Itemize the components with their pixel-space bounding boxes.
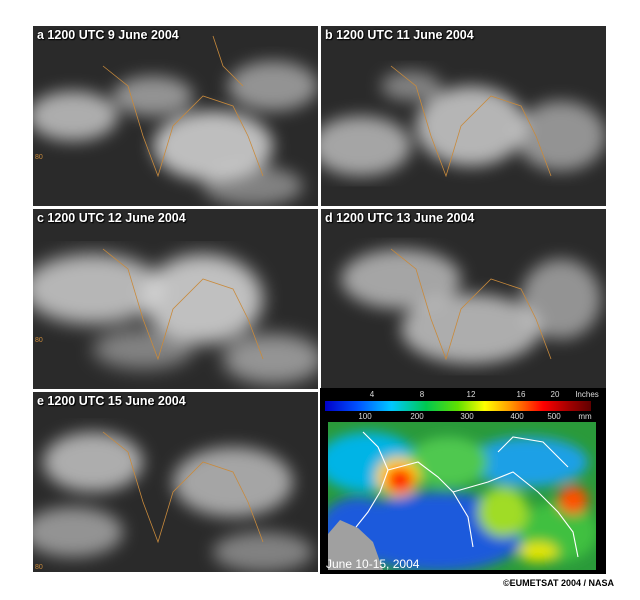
mm-tick: 300 <box>460 412 474 421</box>
credit-text: ©EUMETSAT 2004 / NASA <box>503 578 614 588</box>
satellite-panel-a: a 1200 UTC 9 June 2004 80 <box>33 26 318 206</box>
satellite-panel-d: d 1200 UTC 13 June 2004 <box>321 209 606 389</box>
panel-label-d: d 1200 UTC 13 June 2004 <box>325 211 475 225</box>
rainfall-caption: June 10-15, 2004 <box>326 557 420 571</box>
tick-label: 80 <box>35 154 43 161</box>
inch-tick: 16 <box>516 390 526 399</box>
mm-unit: mm <box>578 412 592 421</box>
satellite-panel-e: e 1200 UTC 15 June 2004 80 <box>33 392 318 572</box>
panel-label-a: a 1200 UTC 9 June 2004 <box>37 28 179 42</box>
panel-label-e: e 1200 UTC 15 June 2004 <box>37 394 186 408</box>
panel-label-c: c 1200 UTC 12 June 2004 <box>37 211 186 225</box>
tick-label: 80 <box>35 337 43 344</box>
satellite-image-c <box>33 209 318 389</box>
satellite-image-a <box>33 26 318 206</box>
mm-tick: 200 <box>410 412 424 421</box>
inch-tick: 12 <box>466 390 476 399</box>
tick-label: 80 <box>35 564 43 571</box>
rainfall-map <box>328 422 596 570</box>
mm-tick: 500 <box>547 412 561 421</box>
inch-tick: 8 <box>419 390 425 399</box>
inch-unit: Inches <box>575 390 599 399</box>
inch-tick: 4 <box>369 390 375 399</box>
mm-scale-labels: 100 200 300 400 500 mm <box>325 412 600 422</box>
satellite-image-d <box>321 209 606 389</box>
panel-label-b: b 1200 UTC 11 June 2004 <box>325 28 474 42</box>
satellite-panel-b: b 1200 UTC 11 June 2004 <box>321 26 606 206</box>
satellite-panel-c: c 1200 UTC 12 June 2004 80 <box>33 209 318 389</box>
inch-scale-labels: 4 8 12 16 20 Inches <box>325 390 600 400</box>
rainfall-color-scale <box>325 401 591 411</box>
satellite-image-e <box>33 392 318 572</box>
mm-tick: 400 <box>510 412 524 421</box>
satellite-image-b <box>321 26 606 206</box>
rainfall-panel: 4 8 12 16 20 Inches 100 200 300 400 500 … <box>320 388 606 574</box>
mm-tick: 100 <box>358 412 372 421</box>
inch-tick: 20 <box>550 390 560 399</box>
